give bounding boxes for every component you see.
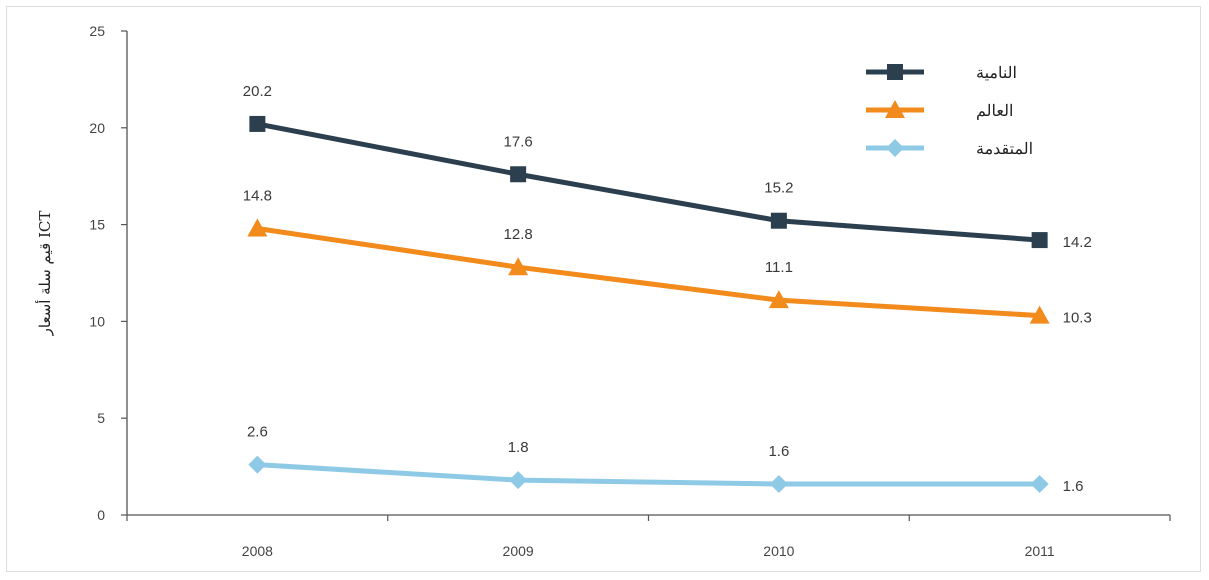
data-point (248, 455, 267, 474)
series-1: 20.2 17.6 15.2 14.2 (243, 83, 1092, 251)
series-3: 2.6 1.8 1.6 1.6 (247, 424, 1084, 495)
data-label: 14.2 (1063, 234, 1092, 251)
data-point (768, 290, 789, 309)
data-point (508, 257, 529, 276)
y-tick-label: 20 (89, 120, 105, 136)
y-axis-title: قيم سلة أسعار ICT (35, 211, 54, 337)
x-tick-label: 2010 (763, 543, 794, 559)
chart-frame (6, 6, 1201, 572)
series-2: 14.8 12.8 11.1 10.3 (243, 187, 1092, 326)
data-label: 1.6 (768, 443, 789, 460)
x-tick-label: 2008 (242, 543, 273, 559)
y-tick-label: 15 (89, 217, 105, 233)
data-point (770, 212, 787, 229)
data-label: 17.6 (504, 133, 533, 150)
y-tick-label: 10 (89, 313, 105, 329)
legend-label: العالم (976, 101, 1013, 120)
data-point (1030, 475, 1049, 494)
data-label: 14.8 (243, 187, 272, 204)
legend-label: النامية (976, 63, 1017, 82)
data-label: 15.2 (764, 180, 793, 197)
data-point (247, 218, 268, 237)
data-label: 11.1 (765, 259, 793, 276)
y-tick-label: 0 (97, 507, 105, 523)
data-point (509, 471, 528, 490)
data-point (249, 115, 266, 132)
y-tick-label: 25 (89, 23, 105, 39)
data-label: 1.8 (508, 439, 529, 456)
data-point (769, 475, 788, 494)
x-tick-label: 2009 (503, 543, 534, 559)
data-label: 10.3 (1063, 310, 1092, 327)
data-label: 12.8 (504, 226, 533, 243)
legend-item: المتقدمة (866, 139, 1033, 158)
data-point (1029, 305, 1050, 324)
legend-marker (885, 100, 905, 118)
legend-label: المتقدمة (976, 139, 1033, 158)
series-line (257, 462, 1040, 487)
legend-item: العالم (866, 100, 1013, 120)
data-label: 1.6 (1063, 478, 1084, 495)
legend-marker (886, 139, 904, 157)
y-tick-label: 5 (97, 410, 105, 426)
data-point (1031, 232, 1048, 249)
series-line (257, 225, 1040, 319)
series-layer: 20.2 17.6 15.2 14.2 14.8 12.8 11.1 10.3 2.6 1.8 1.… (243, 83, 1092, 495)
data-label: 2.6 (247, 424, 268, 441)
legend-marker (887, 64, 903, 80)
data-point (510, 166, 527, 183)
axes (126, 31, 1170, 516)
data-label: 20.2 (243, 83, 272, 100)
x-tick-label: 2011 (1025, 543, 1055, 559)
axis-ticks: 0 5 10 15 20 25 2008 2009 2010 2011 (89, 23, 1171, 559)
series-line (256, 121, 1040, 243)
legend: النامية العالم المتقدمة (866, 63, 1033, 158)
legend-item: النامية (866, 63, 1017, 82)
